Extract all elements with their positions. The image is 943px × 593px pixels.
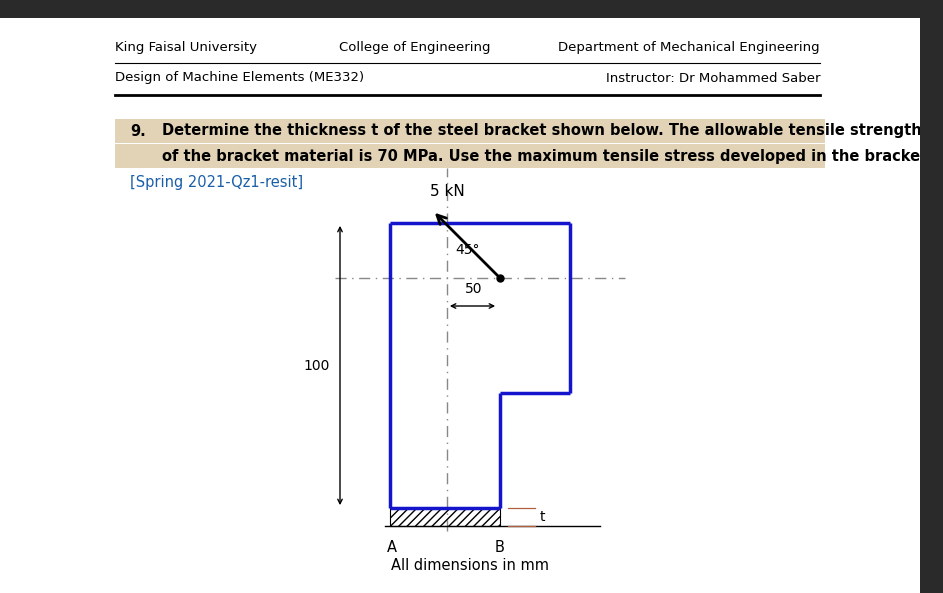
Text: Department of Mechanical Engineering: Department of Mechanical Engineering xyxy=(558,42,820,55)
Bar xyxy=(390,508,500,526)
Text: King Faisal University: King Faisal University xyxy=(115,42,257,55)
Text: 5 kN: 5 kN xyxy=(430,184,465,199)
Bar xyxy=(115,144,825,168)
Text: 45°: 45° xyxy=(455,243,479,257)
Text: t: t xyxy=(540,510,545,524)
Text: [Spring 2021-Qz1-resit]: [Spring 2021-Qz1-resit] xyxy=(130,176,303,190)
Bar xyxy=(920,0,943,593)
Text: B: B xyxy=(495,540,505,555)
Text: College of Engineering: College of Engineering xyxy=(339,42,490,55)
Text: A: A xyxy=(387,540,397,555)
Text: 50: 50 xyxy=(465,282,482,296)
Text: of the bracket material is 70 MPa. Use the maximum tensile stress developed in t: of the bracket material is 70 MPa. Use t… xyxy=(162,148,933,164)
Text: Instructor: Dr Mohammed Saber: Instructor: Dr Mohammed Saber xyxy=(605,72,820,84)
Bar xyxy=(115,119,825,143)
Text: All dimensions in mm: All dimensions in mm xyxy=(391,557,549,572)
Text: Design of Machine Elements (ME332): Design of Machine Elements (ME332) xyxy=(115,72,364,84)
Text: Determine the thickness t of the steel bracket shown below. The allowable tensil: Determine the thickness t of the steel b… xyxy=(162,123,921,139)
Text: 9.: 9. xyxy=(130,123,146,139)
Bar xyxy=(0,0,943,18)
Text: 100: 100 xyxy=(304,359,330,372)
